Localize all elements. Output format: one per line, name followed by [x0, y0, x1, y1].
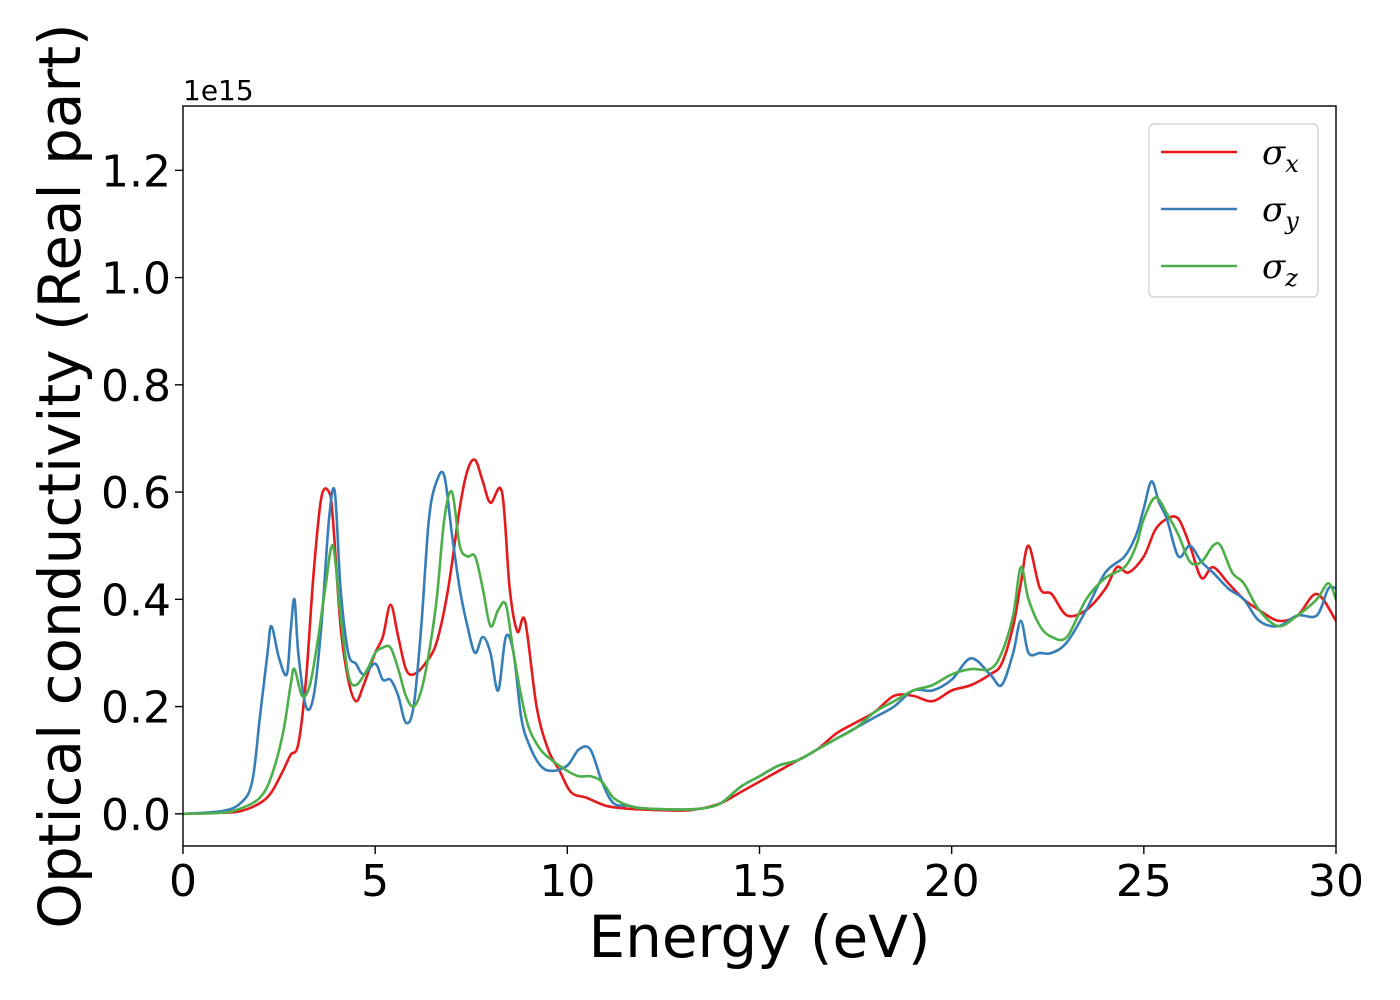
y-tick-label: 0.2: [101, 683, 171, 734]
legend-label-sigma-x: σx: [1262, 133, 1299, 178]
series-layer: [183, 458, 1336, 816]
x-tick-label: 10: [539, 856, 595, 907]
y-tick-label: 1.0: [101, 254, 171, 305]
series-line-sigma-z: [183, 489, 1336, 816]
x-axis: 0 5 10 15 20 25 30: [169, 846, 1364, 907]
y-tick-label: 0.0: [101, 790, 171, 841]
y-tick-label: 0.8: [101, 361, 171, 412]
series-line-sigma-x: [183, 458, 1336, 816]
legend-box: [1148, 123, 1319, 298]
legend: σx σy σz: [1148, 123, 1319, 298]
x-axis-label: Energy (eV): [588, 903, 930, 971]
legend-label-sigma-y: σy: [1262, 190, 1299, 235]
x-tick-label: 20: [924, 856, 980, 907]
legend-label-sigma-z: σz: [1262, 247, 1298, 292]
x-tick-label: 30: [1308, 856, 1364, 907]
y-axis: 0.0 0.2 0.4 0.6 0.8 1.0 1.2: [101, 146, 183, 841]
y-offset-text: 1e15: [183, 74, 254, 107]
y-tick-label: 0.6: [101, 468, 171, 519]
x-tick-label: 25: [1116, 856, 1172, 907]
y-tick-label: 0.4: [101, 575, 171, 626]
x-tick-label: 0: [169, 856, 197, 907]
y-axis-label: Optical conductivity (Real part): [26, 23, 94, 928]
x-tick-label: 15: [732, 856, 788, 907]
series-line-sigma-y: [183, 470, 1336, 816]
y-tick-label: 1.2: [101, 146, 171, 197]
x-tick-label: 5: [361, 856, 389, 907]
